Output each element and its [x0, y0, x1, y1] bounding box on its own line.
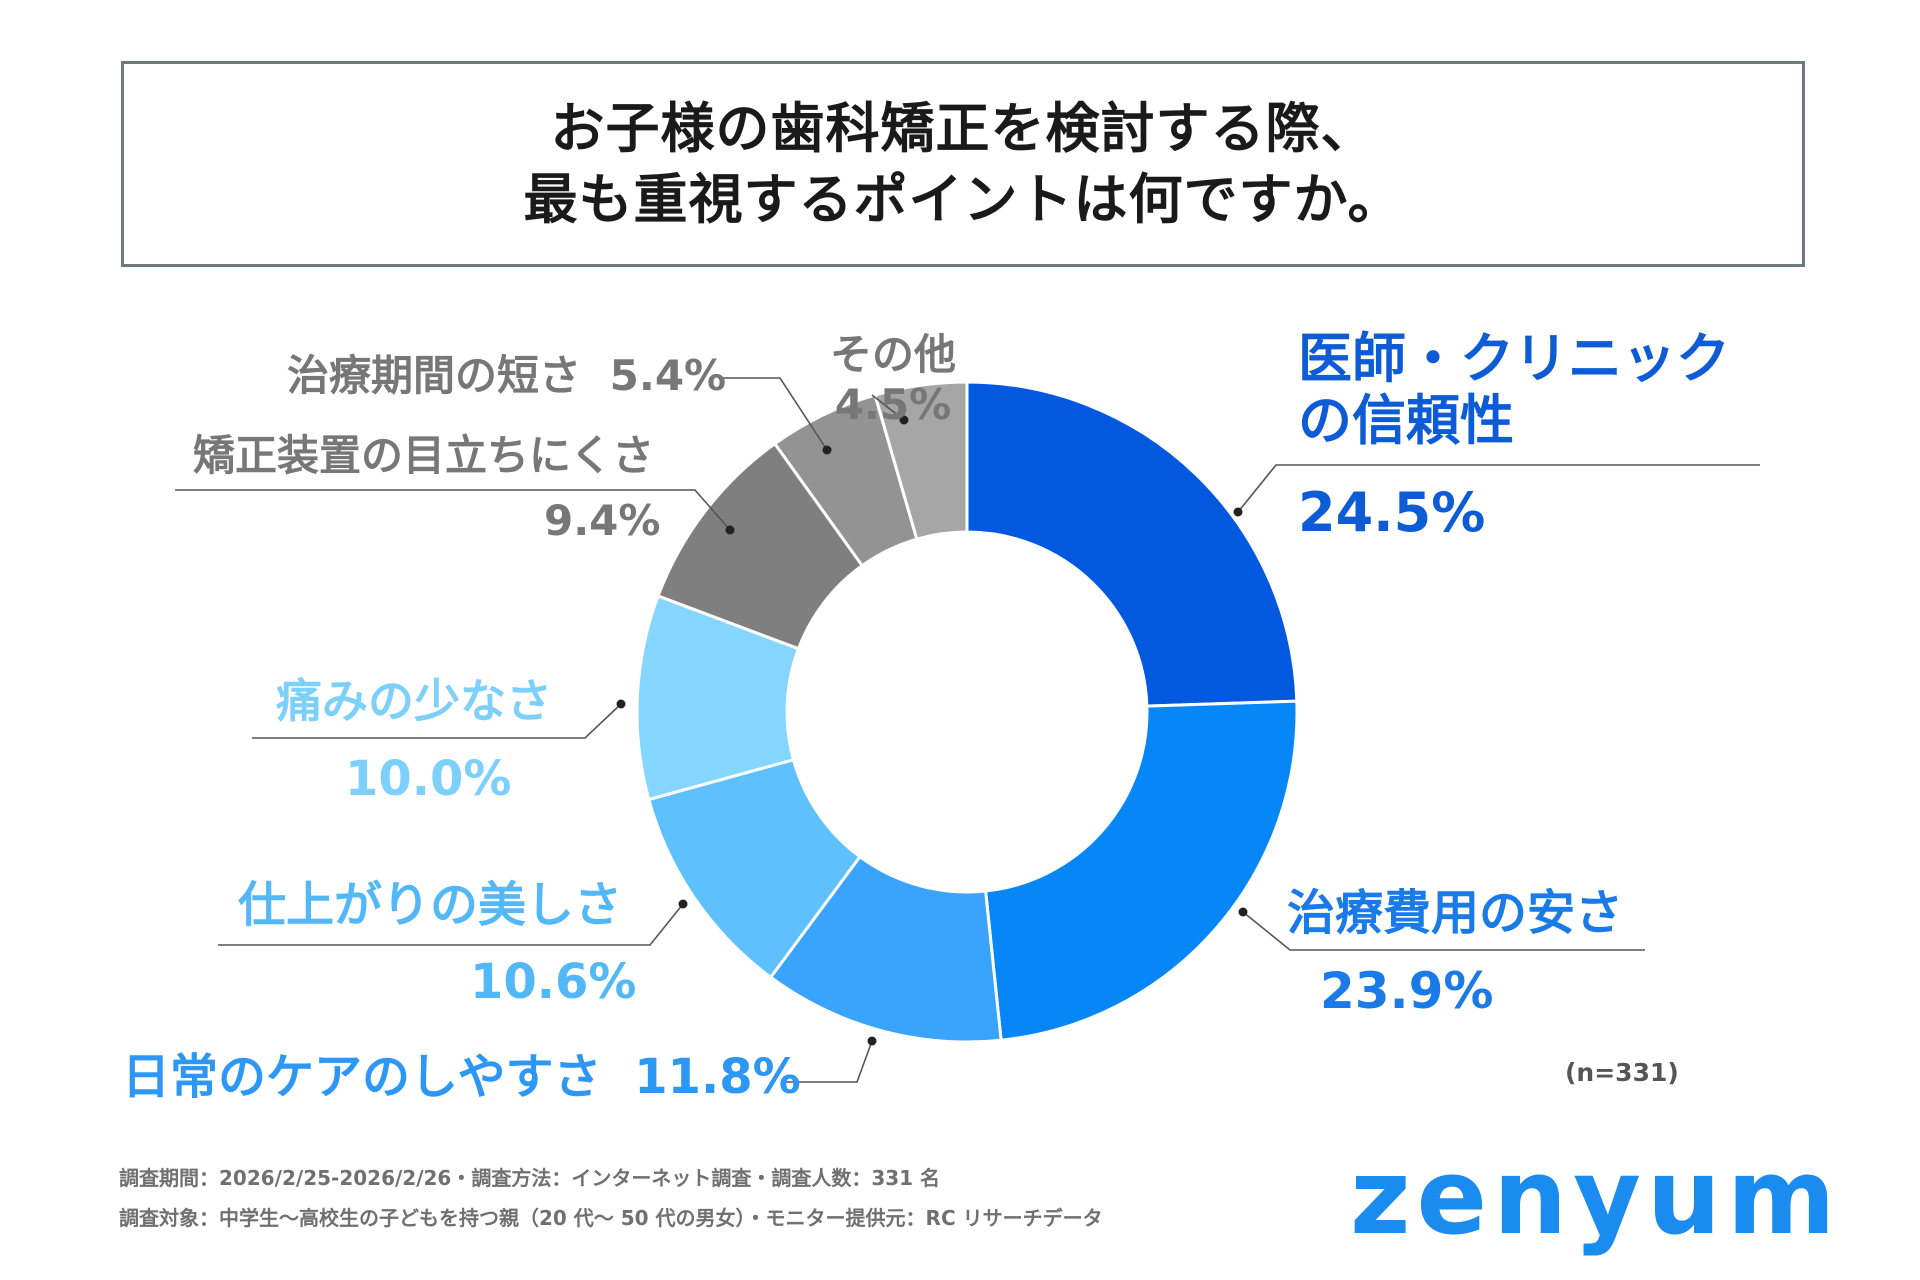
slice-label-s4-name: 痛みの少なさ	[276, 674, 552, 728]
slice-label-s1-pct: 23.9%	[1320, 962, 1494, 1020]
leader-dot-s1	[1238, 907, 1248, 917]
slice-label-s6: 治療期間の短さ 5.4%	[287, 351, 727, 400]
donut-slice-7	[873, 380, 969, 541]
leader-line-s1	[1242, 911, 1645, 951]
leader-line-s7	[871, 394, 905, 421]
slice-label-s3-name: 仕上がりの美しさ	[238, 877, 623, 933]
leader-dot-s2	[867, 1036, 877, 1046]
slice-label-s7: その他 4.5%	[830, 330, 956, 431]
zenyum-logo: zenyum	[1350, 1136, 1842, 1258]
slice-label-s1-name: 治療費用の安さ	[1287, 885, 1624, 941]
leader-line-s4	[252, 703, 622, 739]
donut-slice-0	[965, 380, 1299, 708]
leader-dot-s4	[616, 699, 626, 709]
leader-line-s3	[218, 903, 684, 946]
leader-lines	[175, 377, 1760, 1083]
slice-label-s6-name: 治療期間の短さ	[287, 351, 582, 400]
leader-line-s0	[1237, 464, 1760, 513]
slice-label-s0-name-line2: の信頼性	[1298, 389, 1514, 453]
donut-slices	[635, 380, 1299, 1044]
slice-label-s6-pct: 5.4%	[609, 351, 727, 400]
slice-label-s5-pct: 9.4%	[544, 496, 661, 545]
slice-label-s7-name: その他	[830, 330, 957, 379]
slice-label-s2-name-text: 日常のケアのしやすさ	[122, 1049, 602, 1105]
slice-label-s5-name: 矯正装置の目立ちにくさ	[193, 431, 655, 480]
leader-dot-s7	[899, 415, 909, 425]
slice-label-s2-pct: 11.8%	[634, 1049, 801, 1105]
leader-line-s2	[782, 1040, 873, 1083]
donut-slice-1	[983, 699, 1299, 1042]
slice-label-s3-pct: 10.6%	[470, 954, 637, 1010]
leader-dot-s6	[822, 445, 832, 455]
leader-dot-s5	[725, 525, 735, 535]
sample-size-note: (n=331)	[1565, 1058, 1679, 1087]
slice-label-s4-pct: 10.0%	[345, 751, 512, 807]
slice-label-s7-pct: 4.5%	[834, 380, 952, 430]
chart-title-line-2: 最も重視するポイントは何ですか。	[523, 168, 1403, 231]
title-box: お子様の歯科矯正を検討する際、 最も重視するポイントは何ですか。	[121, 61, 1805, 267]
slice-label-s0-name-line1: 医師・クリニック	[1298, 327, 1730, 390]
leader-dot-s3	[678, 899, 688, 909]
slice-label-s0-name: 医師・クリニック の信頼性	[1298, 327, 1730, 453]
leader-line-s5	[175, 489, 731, 531]
slice-label-s2-name: 日常のケアのしやすさ 11.8%	[122, 1049, 801, 1105]
donut-slice-2	[768, 854, 1003, 1044]
leader-dot-s0	[1233, 507, 1243, 517]
leader-dots	[616, 415, 1248, 1046]
footer-survey-target: 調査対象：中学生〜高校生の子どもを持つ親（20 代〜 50 代の男女）・モニター…	[119, 1206, 1103, 1230]
slice-label-s0-pct: 24.5%	[1298, 481, 1486, 544]
chart-title-line-1: お子様の歯科矯正を検討する際、	[550, 96, 1376, 160]
footer-survey-period: 調査期間：2026/2/25-2026/2/26・調査方法：インターネット調査・…	[119, 1166, 941, 1190]
leader-line-s6	[718, 377, 828, 451]
